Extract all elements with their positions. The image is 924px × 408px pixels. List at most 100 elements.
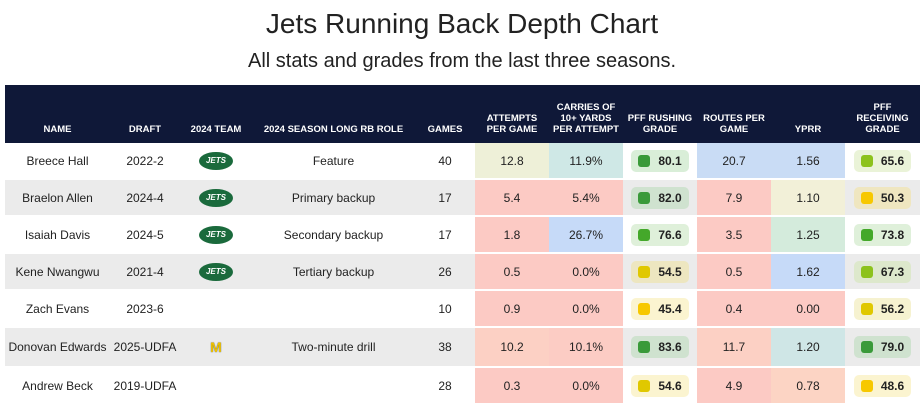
- grade-value: 45.4: [658, 301, 682, 316]
- grade-value: 76.6: [658, 227, 682, 242]
- games-cell: 17: [415, 216, 475, 254]
- grade-value: 83.6: [658, 340, 682, 354]
- team-cell: JETS: [180, 216, 252, 254]
- carries-cell: 0.0%: [549, 367, 623, 405]
- games-cell: 38: [415, 327, 475, 368]
- grade-indicator-icon: [860, 228, 873, 241]
- attempts-cell: 0.5: [475, 253, 549, 291]
- rushing-grade-cell: 80.1: [623, 143, 697, 180]
- carries-cell: 26.7%: [549, 216, 623, 254]
- table-row: Braelon Allen 2024-4 JETS Primary backup 17 5…: [5, 179, 920, 217]
- role-cell: Feature: [252, 143, 415, 180]
- column-header: PFF RUSHING GRADE: [623, 85, 697, 143]
- grade-value: 82.0: [658, 190, 682, 205]
- team-cell: JETS: [180, 253, 252, 291]
- routes-cell: 0.5: [697, 253, 771, 291]
- grade-value: 54.5: [658, 264, 682, 279]
- carries-cell: 0.0%: [549, 290, 623, 328]
- draft-cell: 2022-2: [110, 143, 180, 180]
- rushing-grade-cell: 45.4: [623, 290, 697, 328]
- games-cell: 28: [415, 367, 475, 405]
- grade-value: 67.3: [880, 264, 905, 279]
- grade-indicator-icon: [638, 379, 651, 392]
- grade-indicator-icon: [638, 341, 651, 353]
- draft-cell: 2021-4: [110, 253, 180, 291]
- rushing-grade-cell: 82.0: [623, 179, 697, 217]
- draft-cell: 2024-5: [110, 216, 180, 254]
- jets-logo-icon: JETS: [199, 188, 233, 207]
- player-name: Zach Evans: [5, 290, 110, 328]
- column-header: ATTEMPTS PER GAME: [475, 85, 549, 143]
- player-name: Breece Hall: [5, 143, 110, 180]
- draft-cell: 2023-6: [110, 290, 180, 328]
- draft-cell: 2019-UDFA: [110, 367, 180, 405]
- column-header: 2024 TEAM: [180, 85, 252, 143]
- grade-indicator-icon: [638, 265, 651, 278]
- column-header: CARRIES OF 10+ YARDS PER ATTEMPT: [549, 85, 623, 143]
- michigan-logo-icon: M: [210, 339, 222, 355]
- games-cell: 26: [415, 253, 475, 291]
- page-subtitle: All stats and grades from the last three…: [248, 50, 676, 72]
- role-cell: Tertiary backup: [252, 253, 415, 291]
- grade-value: 80.1: [658, 153, 682, 168]
- team-cell: [180, 367, 252, 405]
- role-cell: [252, 367, 415, 405]
- receiving-grade-cell: 65.6: [845, 143, 920, 180]
- role-cell: [252, 290, 415, 328]
- page-title: Jets Running Back Depth Chart: [265, 8, 659, 39]
- yprr-cell: 0.78: [771, 367, 845, 405]
- grade-indicator-icon: [860, 302, 873, 315]
- role-cell: Secondary backup: [252, 216, 415, 254]
- attempts-cell: 1.8: [475, 216, 549, 254]
- player-name: Kene Nwangwu: [5, 253, 110, 291]
- grade-value: 73.8: [880, 227, 905, 242]
- games-cell: 17: [415, 179, 475, 217]
- column-header: NAME: [5, 85, 110, 143]
- routes-cell: 3.5: [697, 216, 771, 254]
- games-cell: 40: [415, 143, 475, 180]
- depth-chart-table: NAME DRAFT 2024 TEAM 2024 SEASON LONG RB RO…: [5, 85, 920, 405]
- grade-value: 50.3: [880, 190, 905, 205]
- role-cell: Two-minute drill: [252, 327, 415, 368]
- column-header: YPRR: [771, 85, 845, 143]
- jets-logo-icon: JETS: [199, 151, 233, 170]
- receiving-grade-cell: 48.6: [845, 367, 920, 405]
- column-header: GAMES: [415, 85, 475, 143]
- attempts-cell: 12.8: [475, 143, 549, 180]
- grade-indicator-icon: [638, 154, 651, 167]
- player-name: Andrew Beck: [5, 367, 110, 405]
- team-cell: JETS: [180, 143, 252, 180]
- rushing-grade-cell: 54.6: [623, 367, 697, 405]
- attempts-cell: 10.2: [475, 327, 549, 368]
- routes-cell: 20.7: [697, 143, 771, 180]
- column-header: 2024 SEASON LONG RB ROLE: [252, 85, 415, 143]
- receiving-grade-cell: 50.3: [845, 179, 920, 217]
- player-name: Braelon Allen: [5, 179, 110, 217]
- table-row: Breece Hall 2022-2 JETS Feature 40 12.8 11.9% 8…: [5, 143, 920, 180]
- grade-value: 54.6: [658, 378, 682, 393]
- table-row: Kene Nwangwu 2021-4 JETS Tertiary backup 26 0…: [5, 253, 920, 291]
- attempts-cell: 0.3: [475, 367, 549, 405]
- table-row: Isaiah Davis 2024-5 JETS Secondary backup 17…: [5, 216, 920, 254]
- games-cell: 10: [415, 290, 475, 328]
- role-cell: Primary backup: [252, 179, 415, 217]
- player-name: Isaiah Davis: [5, 216, 110, 254]
- carries-cell: 11.9%: [549, 143, 623, 180]
- receiving-grade-cell: 79.0: [845, 327, 920, 368]
- routes-cell: 11.7: [697, 327, 771, 368]
- team-cell: JETS: [180, 179, 252, 217]
- grade-value: 79.0: [880, 340, 905, 354]
- table-row: Zach Evans 2023-6 10 0.9 0.0% 45.4 0.4 0.00 56.2: [5, 290, 920, 328]
- column-header: ROUTES PER GAME: [697, 85, 771, 143]
- grade-indicator-icon: [638, 302, 651, 315]
- table-row: Andrew Beck 2019-UDFA 28 0.3 0.0% 54.6 4.9 0.78…: [5, 367, 920, 405]
- column-header: DRAFT: [110, 85, 180, 143]
- routes-cell: 7.9: [697, 179, 771, 217]
- attempts-cell: 5.4: [475, 179, 549, 217]
- draft-cell: 2025-UDFA: [110, 327, 180, 368]
- jets-logo-icon: JETS: [199, 225, 233, 244]
- grade-value: 56.2: [880, 301, 905, 316]
- attempts-cell: 0.9: [475, 290, 549, 328]
- grade-indicator-icon: [638, 191, 651, 204]
- rushing-grade-cell: 54.5: [623, 253, 697, 291]
